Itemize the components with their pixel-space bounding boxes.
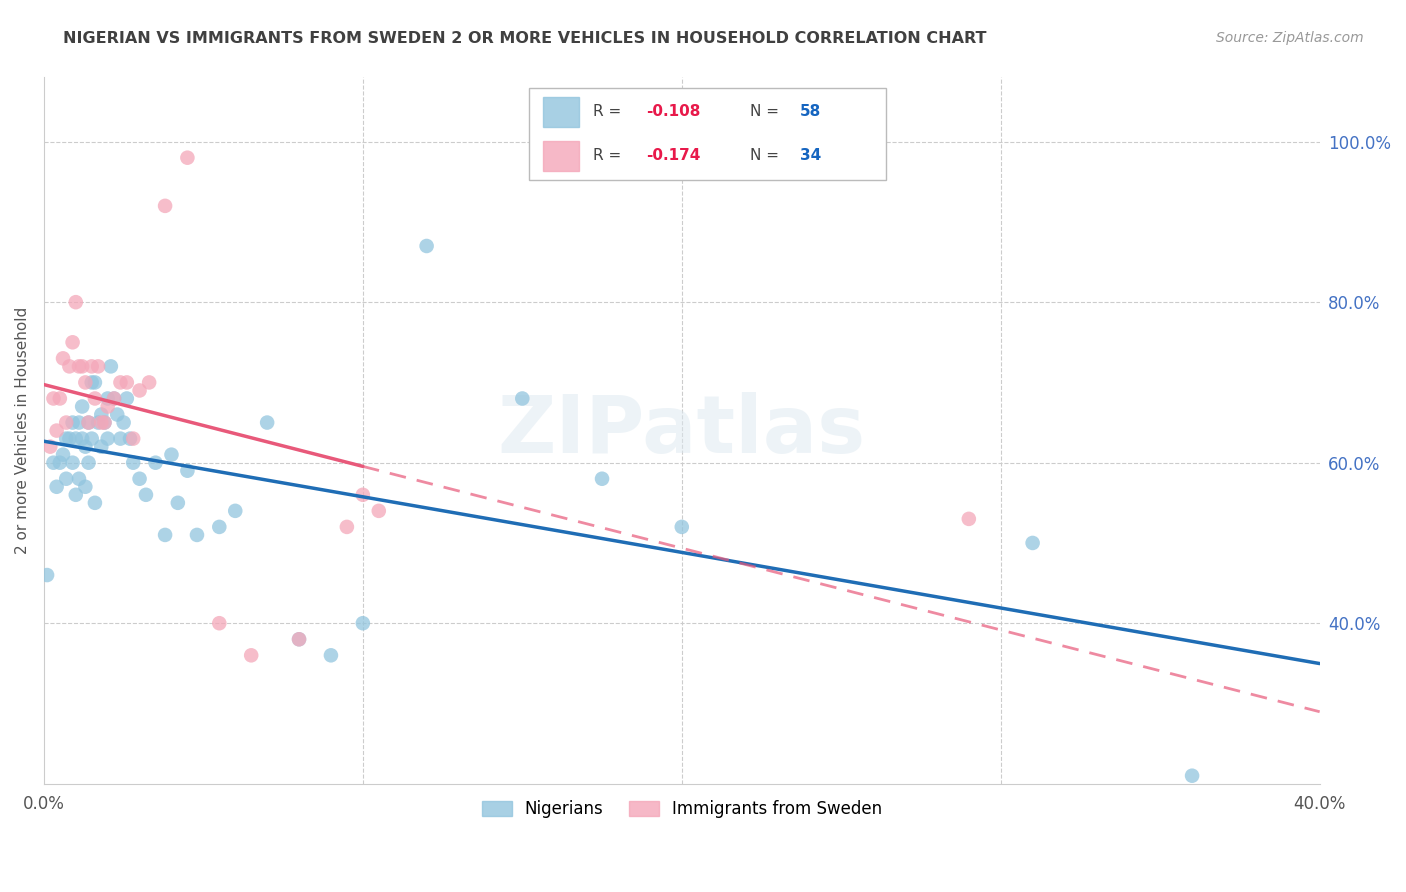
Point xyxy=(138,376,160,390)
Text: ZIPatlas: ZIPatlas xyxy=(498,392,866,469)
Point xyxy=(70,359,93,374)
Point xyxy=(70,400,93,414)
Point xyxy=(65,295,87,310)
Point xyxy=(75,440,97,454)
Point xyxy=(256,416,278,430)
Point xyxy=(75,376,97,390)
Point xyxy=(336,520,359,534)
Point xyxy=(1181,769,1204,783)
Point xyxy=(145,456,167,470)
Point xyxy=(87,416,110,430)
Point xyxy=(80,376,103,390)
Point xyxy=(77,456,100,470)
Point xyxy=(58,359,80,374)
Point xyxy=(166,496,188,510)
Point xyxy=(160,448,183,462)
Point xyxy=(90,440,112,454)
Point xyxy=(100,359,122,374)
Point xyxy=(352,616,374,631)
Point xyxy=(65,488,87,502)
Point xyxy=(97,392,120,406)
Point xyxy=(1021,536,1043,550)
Point xyxy=(87,359,110,374)
Point xyxy=(186,528,208,542)
Point xyxy=(671,520,693,534)
Point xyxy=(208,616,231,631)
Point xyxy=(176,151,198,165)
Point xyxy=(45,424,67,438)
Point xyxy=(128,384,150,398)
Point xyxy=(52,351,75,366)
Point xyxy=(319,648,342,663)
Point xyxy=(176,464,198,478)
Point xyxy=(240,648,263,663)
Point xyxy=(45,480,67,494)
Point xyxy=(84,496,107,510)
Point xyxy=(62,335,84,350)
Point xyxy=(118,432,141,446)
Point xyxy=(84,392,107,406)
Point xyxy=(49,456,72,470)
Point xyxy=(67,416,90,430)
Point xyxy=(122,432,145,446)
Point xyxy=(90,416,112,430)
Point xyxy=(103,392,125,406)
Point xyxy=(97,432,120,446)
Point xyxy=(224,504,246,518)
Point xyxy=(90,408,112,422)
Point xyxy=(288,632,311,647)
Point xyxy=(105,408,128,422)
Point xyxy=(510,392,533,406)
Point xyxy=(62,456,84,470)
Point xyxy=(93,416,115,430)
Point xyxy=(115,376,138,390)
Point xyxy=(128,472,150,486)
Point xyxy=(153,528,176,542)
Point xyxy=(208,520,231,534)
Point xyxy=(77,416,100,430)
Text: NIGERIAN VS IMMIGRANTS FROM SWEDEN 2 OR MORE VEHICLES IN HOUSEHOLD CORRELATION C: NIGERIAN VS IMMIGRANTS FROM SWEDEN 2 OR … xyxy=(63,31,987,46)
Point xyxy=(115,392,138,406)
Point xyxy=(103,392,125,406)
Point xyxy=(957,512,980,526)
Point xyxy=(591,472,613,486)
Point xyxy=(288,632,311,647)
Point xyxy=(415,239,437,253)
Point xyxy=(110,376,132,390)
Point xyxy=(367,504,389,518)
Point xyxy=(42,456,65,470)
Point xyxy=(80,432,103,446)
Point xyxy=(58,432,80,446)
Point xyxy=(65,432,87,446)
Point xyxy=(110,432,132,446)
Point xyxy=(49,392,72,406)
Point xyxy=(77,416,100,430)
Point xyxy=(80,359,103,374)
Legend: Nigerians, Immigrants from Sweden: Nigerians, Immigrants from Sweden xyxy=(475,794,889,825)
Point xyxy=(55,472,77,486)
Text: Source: ZipAtlas.com: Source: ZipAtlas.com xyxy=(1216,31,1364,45)
Point xyxy=(75,480,97,494)
Point xyxy=(35,568,58,582)
Point xyxy=(97,400,120,414)
Point xyxy=(135,488,157,502)
Point xyxy=(55,416,77,430)
Point xyxy=(55,432,77,446)
Point xyxy=(153,199,176,213)
Point xyxy=(93,416,115,430)
Point xyxy=(67,359,90,374)
Point xyxy=(67,472,90,486)
Point xyxy=(122,456,145,470)
Point xyxy=(62,416,84,430)
Point xyxy=(52,448,75,462)
Point xyxy=(112,416,135,430)
Point xyxy=(42,392,65,406)
Point xyxy=(70,432,93,446)
Point xyxy=(352,488,374,502)
Y-axis label: 2 or more Vehicles in Household: 2 or more Vehicles in Household xyxy=(15,307,30,554)
Point xyxy=(84,376,107,390)
Point xyxy=(39,440,62,454)
